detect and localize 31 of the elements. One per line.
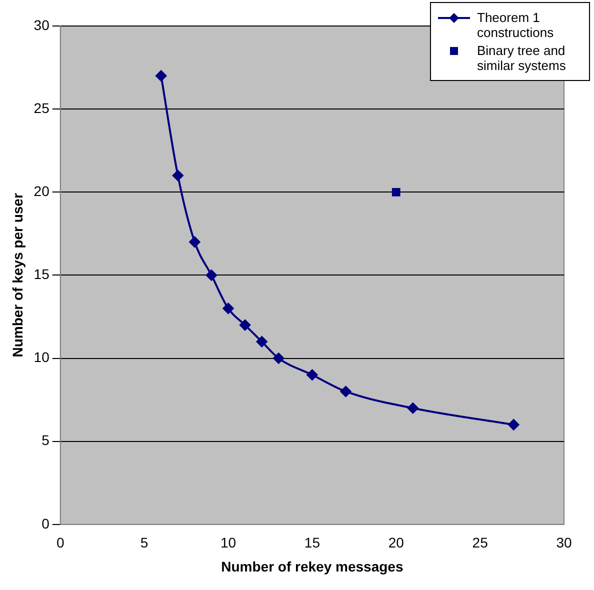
x-axis-title: Number of rekey messages [221, 558, 404, 574]
point [508, 419, 520, 430]
x-tick-label: 20 [388, 534, 404, 551]
point [206, 270, 217, 281]
point [156, 70, 167, 82]
point [340, 386, 352, 397]
x-tick-label: 10 [220, 534, 236, 551]
x-tick-label: 15 [304, 534, 320, 551]
legend-label: Theorem 1 constructions [477, 10, 555, 40]
x-tick-label: 5 [140, 534, 148, 551]
y-tick-label: 0 [42, 515, 50, 532]
legend-label: Binary tree and similar systems [477, 43, 567, 73]
y-tick-label: 15 [34, 266, 50, 282]
y-tick-label: 30 [34, 16, 50, 33]
point [392, 188, 400, 196]
point [172, 170, 184, 182]
point [240, 320, 251, 331]
x-tick-label: 0 [56, 534, 64, 551]
y-axis-title: Number of keys per user [9, 192, 26, 358]
y-tick-label: 25 [34, 100, 50, 116]
point [189, 236, 200, 248]
y-tick-label: 10 [34, 349, 50, 366]
point [306, 369, 318, 380]
point [273, 352, 284, 364]
y-tick-label: 20 [34, 182, 50, 199]
y-tick-label: 5 [42, 432, 50, 448]
x-tick-label: 30 [556, 534, 572, 551]
point [407, 402, 418, 414]
point [222, 302, 234, 314]
point [256, 336, 268, 348]
x-tick-label: 25 [472, 534, 488, 551]
